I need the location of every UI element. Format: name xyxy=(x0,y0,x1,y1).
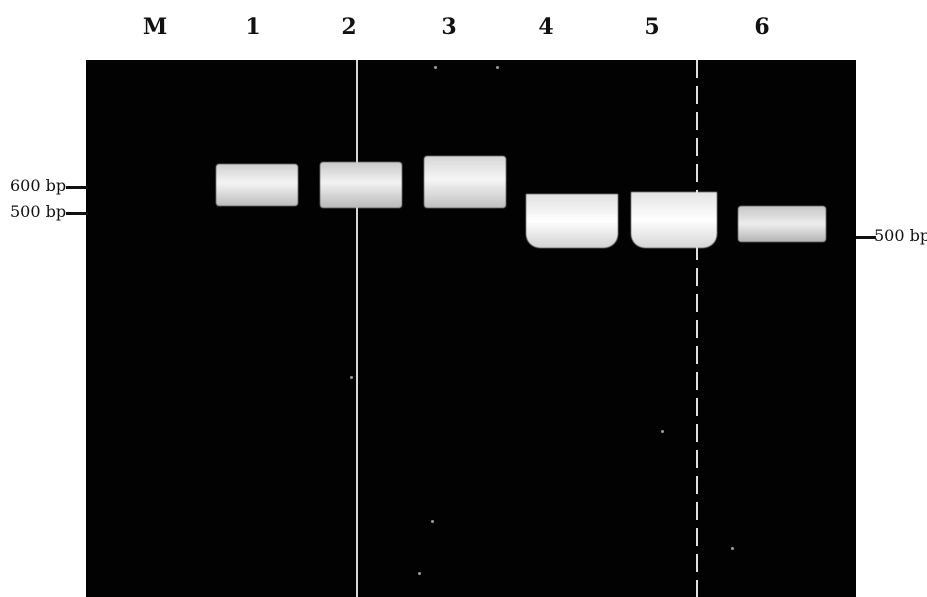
gel-speck xyxy=(661,430,664,433)
gel-speck xyxy=(731,547,734,550)
marker-label-600bp: 600 bp xyxy=(10,176,67,195)
lane-label-4: 4 xyxy=(538,14,554,40)
gel-crack-line xyxy=(356,60,358,597)
gel-speck xyxy=(350,376,353,379)
marker-tick-600bp xyxy=(66,186,88,189)
lane-label-3: 3 xyxy=(441,14,457,40)
dna-band-lane-4 xyxy=(526,194,618,248)
dna-band-lane-1 xyxy=(216,164,298,206)
dna-band-lane-2 xyxy=(320,162,402,208)
marker-tick-right-500bp xyxy=(856,236,876,239)
lane-label-m: M xyxy=(142,14,168,40)
lane-label-2: 2 xyxy=(341,14,357,40)
marker-label-right-500bp: 500 bp xyxy=(874,226,927,245)
gel-speck xyxy=(496,66,499,69)
dna-band-lane-3 xyxy=(424,156,506,208)
marker-tick-500bp xyxy=(66,212,88,215)
marker-label-500bp: 500 bp xyxy=(10,202,67,221)
gel-speck xyxy=(434,66,437,69)
lane-label-6: 6 xyxy=(754,14,770,40)
gel-speck xyxy=(418,572,421,575)
dna-band-lane-6 xyxy=(738,206,826,242)
gel-crack-line xyxy=(696,60,698,597)
gel-image xyxy=(86,60,856,597)
lane-label-5: 5 xyxy=(644,14,660,40)
lane-label-1: 1 xyxy=(245,14,261,40)
dna-band-lane-5 xyxy=(631,192,717,248)
gel-speck xyxy=(431,520,434,523)
